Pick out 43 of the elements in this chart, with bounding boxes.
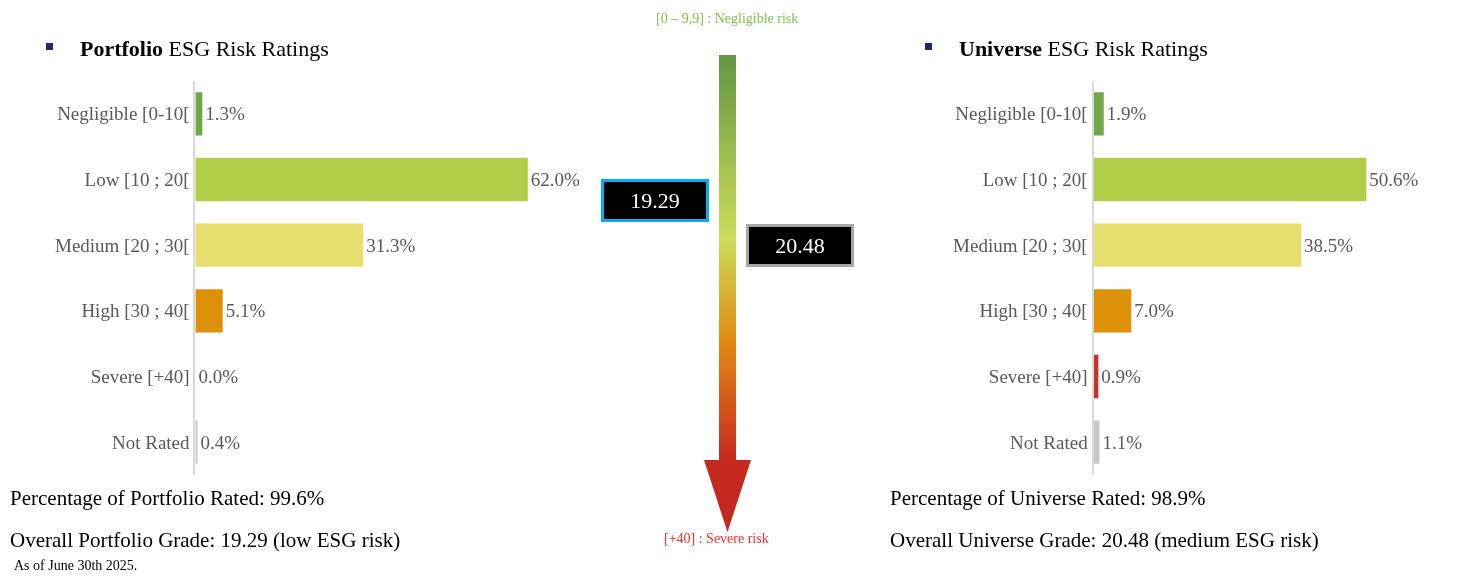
data-label: 38.5%	[1304, 234, 1354, 256]
text: 19.29	[630, 188, 680, 213]
y-tick-label: Low [10 ; 20[	[982, 169, 1088, 191]
y-tick-label: Not Rated	[111, 431, 191, 453]
data-label: 31.3%	[366, 234, 416, 256]
bar	[1093, 223, 1302, 267]
data-label: 0.4%	[200, 431, 241, 453]
text: [+40] : Severe risk	[664, 531, 769, 546]
y-tick-label: High [30 ; 40[	[979, 300, 1088, 322]
bar	[1093, 289, 1132, 333]
data-label: 7.0%	[1134, 300, 1174, 322]
data-label: 1.1%	[1102, 431, 1143, 453]
y-tick-label: Negligible [0-10[	[955, 103, 1088, 125]
text: Percentage of Portfolio Rated: 99.6%	[10, 486, 325, 510]
y-tick-label: Low [10 ; 20[	[84, 169, 190, 191]
data-label: 0.9%	[1101, 366, 1142, 387]
text: 20.48	[775, 233, 825, 258]
chart-title: Universe ESG Risk Ratings	[959, 36, 1208, 61]
bar	[1093, 92, 1104, 136]
bar	[195, 157, 528, 202]
data-label: 62.0%	[530, 169, 581, 190]
data-label: 1.9%	[1106, 103, 1147, 125]
text: Overall Portfolio Grade: 19.29 (low ESG risk)	[10, 528, 401, 552]
bar	[195, 223, 364, 267]
y-tick-label: Medium [20 ; 30[	[953, 234, 1088, 256]
data-label: 1.3%	[205, 103, 246, 125]
y-tick-label: Not Rated	[1010, 431, 1089, 453]
data-label: 0.0%	[198, 366, 239, 387]
bar	[195, 420, 198, 464]
y-tick-label: Severe [+40]	[90, 366, 190, 388]
chart-title: Portfolio ESG Risk Ratings	[80, 36, 329, 61]
text: As of June 30th 2025.	[14, 558, 138, 573]
bar	[195, 289, 223, 333]
bar	[1093, 157, 1367, 202]
y-tick-label: Negligible [0-10[	[57, 103, 190, 125]
y-tick-label: Medium [20 ; 30[	[54, 234, 190, 256]
text: [0 – 9,9] : Negligible risk	[656, 11, 799, 26]
y-tick-label: Severe [+40]	[988, 366, 1088, 388]
text: Overall Universe Grade: 20.48 (medium ESG risk)	[890, 528, 1319, 552]
y-tick-label: High [30 ; 40[	[81, 300, 190, 322]
data-label: 5.1%	[225, 300, 266, 322]
data-label: 50.6%	[1369, 169, 1419, 190]
text: Percentage of Universe Rated: 98.9%	[890, 486, 1206, 510]
